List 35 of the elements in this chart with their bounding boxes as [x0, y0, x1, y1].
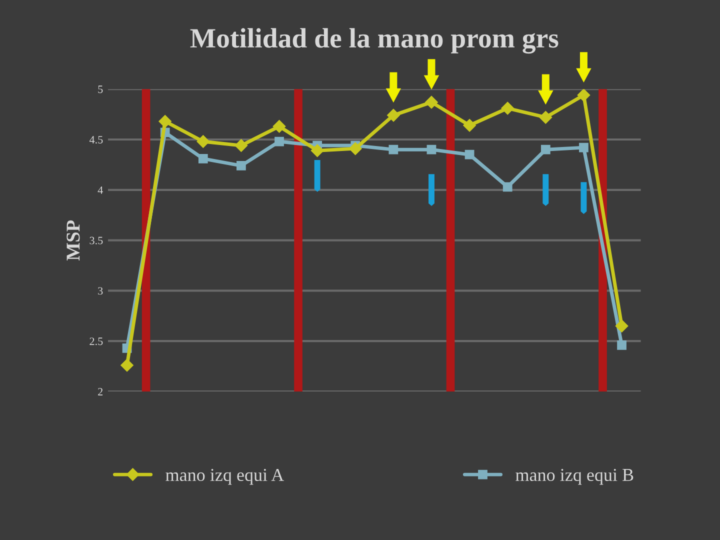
point — [539, 110, 552, 124]
point — [579, 142, 588, 152]
y-tick-label: 4.5 — [89, 136, 103, 144]
point — [501, 102, 514, 115]
point — [120, 358, 134, 372]
point — [388, 144, 398, 154]
point — [617, 340, 626, 350]
point — [540, 144, 550, 154]
y-tick-label: 2.5 — [90, 338, 103, 346]
legend-label: mano izq equi B — [516, 468, 634, 485]
legend-label: mano izq equi A — [166, 468, 284, 485]
y-tick-label: 4 — [98, 186, 103, 194]
y-tick-label: 3.5 — [90, 236, 103, 244]
point — [234, 139, 248, 152]
chart-title: Motilidad de la mano prom grs — [190, 28, 558, 54]
point — [464, 150, 474, 160]
point — [274, 136, 284, 146]
point — [198, 154, 208, 164]
point — [387, 108, 400, 122]
point — [426, 144, 436, 154]
y-tick-label: 2 — [98, 388, 103, 396]
point — [502, 182, 512, 192]
point — [463, 118, 476, 132]
point — [577, 89, 590, 102]
point — [425, 96, 438, 109]
point — [158, 114, 172, 128]
point — [310, 144, 324, 157]
point — [348, 142, 362, 155]
y-tick-label: 5 — [98, 86, 103, 94]
point — [236, 161, 246, 170]
point — [615, 320, 628, 332]
y-axis-title: MSP — [66, 220, 80, 260]
y-tick-label: 3 — [98, 287, 103, 295]
point — [272, 120, 286, 133]
point — [196, 135, 210, 148]
